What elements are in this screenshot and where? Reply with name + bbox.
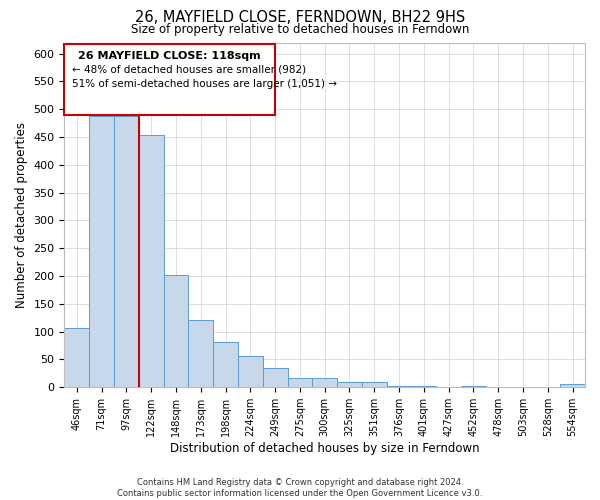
Bar bbox=[386, 386, 412, 387]
Bar bbox=[89, 116, 114, 387]
Bar bbox=[213, 342, 238, 387]
Bar bbox=[313, 378, 337, 387]
Bar bbox=[188, 320, 213, 387]
Bar bbox=[263, 368, 287, 387]
Bar bbox=[412, 386, 436, 387]
Bar bbox=[461, 386, 486, 387]
Text: 26 MAYFIELD CLOSE: 118sqm: 26 MAYFIELD CLOSE: 118sqm bbox=[79, 51, 261, 61]
Bar bbox=[139, 136, 164, 387]
Bar bbox=[287, 378, 313, 387]
Text: ← 48% of detached houses are smaller (982): ← 48% of detached houses are smaller (98… bbox=[72, 64, 306, 74]
Bar bbox=[238, 356, 263, 387]
Y-axis label: Number of detached properties: Number of detached properties bbox=[15, 122, 28, 308]
Bar bbox=[114, 116, 139, 387]
Text: 51% of semi-detached houses are larger (1,051) →: 51% of semi-detached houses are larger (… bbox=[72, 78, 337, 88]
Text: Size of property relative to detached houses in Ferndown: Size of property relative to detached ho… bbox=[131, 22, 469, 36]
Bar bbox=[337, 382, 362, 387]
Text: Contains HM Land Registry data © Crown copyright and database right 2024.
Contai: Contains HM Land Registry data © Crown c… bbox=[118, 478, 482, 498]
Text: 26, MAYFIELD CLOSE, FERNDOWN, BH22 9HS: 26, MAYFIELD CLOSE, FERNDOWN, BH22 9HS bbox=[135, 10, 465, 25]
Bar bbox=[560, 384, 585, 387]
FancyBboxPatch shape bbox=[64, 44, 275, 115]
Bar bbox=[164, 275, 188, 387]
Bar bbox=[362, 382, 386, 387]
Bar bbox=[64, 328, 89, 387]
X-axis label: Distribution of detached houses by size in Ferndown: Distribution of detached houses by size … bbox=[170, 442, 479, 455]
